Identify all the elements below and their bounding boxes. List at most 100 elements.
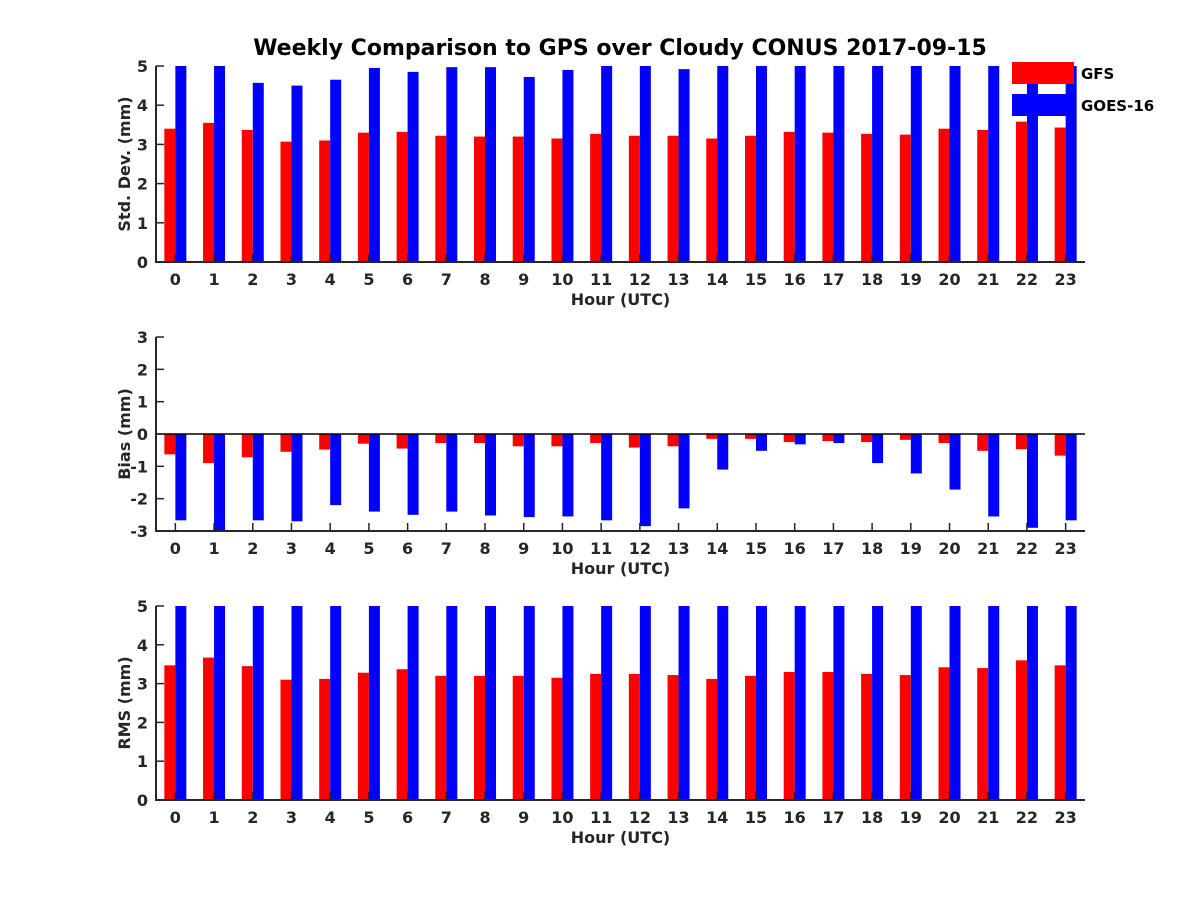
bar-gfs-hour-22 [1015,660,1027,800]
x-tick-label: 0 [170,270,181,289]
x-axis-label: Hour (UTC) [571,828,671,847]
bar-gfs-hour-5 [357,434,369,444]
x-tick-label: 23 [1055,270,1077,289]
bar-gfs-hour-13 [667,135,679,262]
bar-goes-16-hour-5 [368,434,380,512]
y-tick-label: 0 [137,253,148,272]
y-tick-label: 0 [137,425,148,444]
x-tick-label: 19 [900,539,922,558]
bar-gfs-hour-7 [435,135,447,262]
y-tick-label: 2 [137,713,148,732]
x-tick-label: 13 [667,539,689,558]
bar-gfs-hour-12 [628,673,640,800]
bar-gfs-hour-7 [435,675,447,800]
y-tick-label: 2 [137,175,148,194]
x-tick-label: 3 [286,270,297,289]
x-tick-label: 20 [938,808,960,827]
bar-goes-16-hour-16 [794,434,806,445]
bar-goes-16-hour-10 [562,434,574,517]
bar-goes-16-hour-16 [794,66,806,262]
bar-gfs-hour-17 [822,434,834,442]
x-tick-label: 6 [402,539,413,558]
x-tick-label: 16 [784,539,806,558]
bar-goes-16-hour-22 [1026,606,1038,800]
legend-label-goes-16: GOES-16 [1081,97,1154,115]
bar-gfs-hour-16 [783,671,795,800]
bar-goes-16-hour-11 [601,66,613,262]
bar-gfs-hour-0 [164,434,176,455]
x-tick-label: 5 [363,270,374,289]
bar-goes-16-hour-7 [446,434,458,512]
y-tick-label: 4 [137,636,148,655]
x-tick-label: 15 [745,270,767,289]
bar-goes-16-hour-0 [175,434,187,521]
bar-gfs-hour-14 [706,434,718,439]
bar-goes-16-hour-5 [368,67,380,263]
bar-goes-16-hour-9 [523,606,535,800]
bar-goes-16-hour-19 [910,434,922,474]
x-tick-label: 3 [286,808,297,827]
bar-gfs-hour-9 [512,434,524,447]
x-axis-label: Hour (UTC) [571,290,671,309]
x-tick-label: 21 [977,270,999,289]
bar-goes-16-hour-23 [1065,606,1077,800]
bar-gfs-hour-14 [706,678,718,800]
legend-swatch-goes-16 [1012,94,1074,116]
x-tick-label: 20 [938,270,960,289]
bar-gfs-hour-5 [357,132,369,262]
bar-goes-16-hour-7 [446,606,458,800]
bar-goes-16-hour-21 [988,434,1000,517]
bar-gfs-hour-3 [280,679,292,800]
bar-goes-16-hour-1 [214,434,226,531]
bar-gfs-hour-6 [396,434,408,449]
bar-gfs-hour-0 [164,665,176,800]
x-tick-label: 9 [518,270,529,289]
x-tick-label: 16 [784,270,806,289]
bar-goes-16-hour-3 [291,434,303,522]
y-tick-label: 5 [137,57,148,76]
bar-goes-16-hour-20 [949,434,961,490]
bar-goes-16-hour-20 [949,606,961,800]
bar-gfs-hour-8 [474,434,486,444]
bar-gfs-hour-15 [744,135,756,262]
bar-goes-16-hour-11 [601,434,613,521]
x-tick-label: 9 [518,808,529,827]
bar-goes-16-hour-17 [833,434,845,444]
bar-gfs-hour-4 [319,678,331,800]
x-tick-label: 18 [861,808,883,827]
x-tick-label: 10 [551,270,573,289]
bar-gfs-hour-18 [861,673,873,800]
y-tick-label: -1 [130,457,148,476]
x-tick-label: 2 [247,270,258,289]
bar-gfs-hour-18 [861,434,873,443]
bar-goes-16-hour-14 [717,606,729,800]
x-tick-label: 23 [1055,808,1077,827]
bar-gfs-hour-3 [280,141,292,262]
x-tick-label: 16 [784,808,806,827]
bar-goes-16-hour-19 [910,606,922,800]
bar-goes-16-hour-23 [1065,66,1077,262]
bar-goes-16-hour-4 [330,79,342,262]
bar-goes-16-hour-5 [368,606,380,800]
x-tick-label: 4 [325,270,336,289]
bar-gfs-hour-13 [667,434,679,447]
bar-goes-16-hour-13 [678,434,690,509]
bar-goes-16-hour-22 [1026,66,1038,262]
bar-goes-16-hour-18 [872,66,884,262]
x-tick-label: 18 [861,539,883,558]
x-tick-label: 8 [479,539,490,558]
x-tick-label: 22 [1016,808,1038,827]
bar-goes-16-hour-6 [407,71,419,262]
bar-gfs-hour-1 [203,122,215,262]
legend: GFS GOES-16 [1012,62,1154,116]
bar-gfs-hour-11 [590,434,602,444]
x-tick-label: 4 [325,539,336,558]
bar-gfs-hour-8 [474,675,486,800]
x-tick-label: 15 [745,539,767,558]
bar-goes-16-hour-6 [407,606,419,800]
x-tick-label: 0 [170,539,181,558]
bar-gfs-hour-19 [899,434,911,440]
bar-gfs-hour-13 [667,675,679,800]
y-tick-label: 1 [137,393,148,412]
bar-gfs-hour-16 [783,131,795,262]
